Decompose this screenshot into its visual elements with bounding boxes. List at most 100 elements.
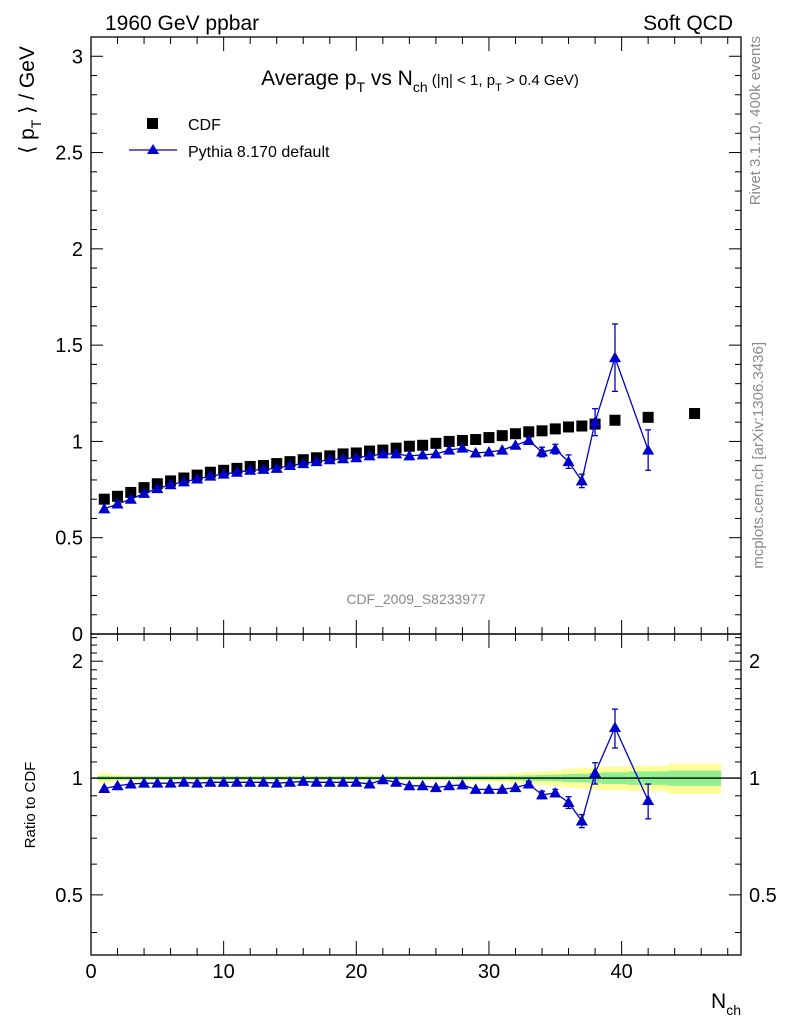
pythia-point: [429, 447, 442, 459]
cdf-point: [443, 435, 455, 447]
pythia-point: [191, 472, 204, 484]
ratio-pythia-point: [337, 776, 350, 787]
cdf-point: [125, 486, 137, 498]
pythia-point: [204, 470, 217, 481]
ratio-pythia-point: [376, 773, 389, 785]
ratio-y-tick-label: 0.5: [55, 885, 83, 907]
cdf-point: [483, 432, 495, 444]
pythia-point: [244, 464, 257, 475]
main-y-tick-label: 3: [72, 46, 83, 68]
ratio-pythia-point: [443, 779, 456, 791]
ratio-y-tick-label-right: 2: [749, 651, 760, 673]
energy-label: 1960 GeV ppbar: [105, 12, 259, 35]
cdf-point: [112, 490, 124, 502]
x-tick-label: 20: [345, 961, 367, 983]
pythia-point: [416, 448, 429, 460]
ratio-pythia-point: [124, 778, 137, 789]
cdf-point: [549, 423, 561, 435]
pythia-point: [482, 446, 495, 457]
ratio-panel-frame: [90, 633, 742, 956]
legend-cdf-marker: [147, 118, 158, 129]
pythia-point: [111, 498, 124, 509]
cdf-point: [689, 407, 701, 419]
mcplots-info: mcplots.cern.ch [arXiv:1306.3436]: [750, 342, 767, 569]
cdf-point: [523, 426, 535, 438]
ratio-y-tick-label-right: 1: [749, 768, 760, 790]
cdf-point: [417, 439, 429, 451]
main-y-tick-label: 1.5: [55, 335, 83, 357]
ratio-pythia-point: [496, 783, 509, 794]
cdf-point: [456, 434, 468, 446]
pythia-point: [217, 468, 230, 479]
pythia-point: [164, 478, 177, 490]
ratio-pythia-point: [403, 779, 416, 791]
pythia-line: [104, 355, 649, 510]
cdf-point: [563, 421, 575, 433]
pythia-point: [589, 416, 602, 427]
main-y-tick-label: 0: [72, 624, 83, 646]
main-y-tick-label: 2: [72, 239, 83, 261]
x-axis-label: Nch: [711, 990, 741, 1018]
pythia-point: [443, 444, 456, 455]
main-y-tick-label: 2.5: [55, 143, 83, 165]
pythia-point: [151, 482, 164, 494]
ratio-pythia-point: [549, 787, 562, 798]
pythia-point: [390, 447, 403, 459]
ratio-pythia-point: [98, 782, 111, 793]
ratio-pythia-point: [164, 777, 177, 788]
pythia-point: [138, 487, 151, 498]
pythia-point: [536, 446, 549, 457]
main-panel-data: [98, 323, 701, 514]
ratio-pythia-point: [536, 788, 549, 800]
ratio-y-tick-label: 2: [72, 651, 83, 673]
ratio-pythia-point: [429, 781, 442, 793]
ratio-pythia-point: [522, 778, 535, 789]
pythia-point: [98, 502, 111, 514]
ratio-pythia-point: [482, 783, 495, 794]
ratio-pythia-point: [151, 777, 164, 788]
pythia-point: [337, 452, 350, 464]
pythia-point: [230, 466, 243, 477]
pythia-point: [403, 449, 416, 461]
ratio-pythia-point: [191, 777, 204, 788]
ratio-pythia-point: [217, 776, 230, 787]
x-tick-label: 40: [610, 961, 632, 983]
ratio-pythia-line: [104, 725, 649, 823]
legend-pythia-marker: [147, 144, 159, 154]
pythia-point: [270, 462, 283, 473]
cdf-point: [536, 425, 548, 437]
ratio-pythia-point: [350, 776, 363, 787]
rivet-info: Rivet 3.1.10, 400k events: [747, 36, 764, 205]
pythia-point: [549, 443, 562, 454]
ratio-pythia-point: [363, 778, 376, 789]
pythia-point: [496, 444, 509, 455]
pythia-point: [257, 463, 270, 474]
ratio-pythia-point: [608, 721, 621, 732]
x-tick-label: 10: [213, 961, 235, 983]
ratio-pythia-point: [390, 776, 403, 787]
pythia-point: [323, 453, 336, 465]
ratio-panel-data: [98, 708, 655, 829]
cdf-point: [642, 411, 654, 423]
ratio-pythia-point: [111, 779, 124, 791]
ratio-y-tick-label: 1: [72, 768, 83, 790]
pythia-point: [456, 442, 469, 453]
ratio-y-tick-labels: 0.5 0.5 1 1 2 2: [55, 651, 777, 907]
ratio-pythia-point: [416, 779, 429, 791]
pythia-point: [177, 475, 190, 487]
cdf-point: [609, 414, 621, 426]
ratio-pythia-point: [177, 776, 190, 787]
pythia-point: [562, 455, 575, 467]
ratio-pythia-point: [323, 776, 336, 787]
main-y-axis-label: ⟨ pT ⟩ / GeV: [16, 46, 44, 154]
pythia-point: [350, 451, 363, 463]
ratio-pythia-point: [589, 767, 602, 778]
pythia-point: [522, 434, 535, 445]
pythia-point: [297, 457, 310, 469]
x-tick-label: 30: [478, 961, 500, 983]
pythia-point: [283, 459, 296, 470]
ratio-pythia-point: [575, 814, 588, 826]
pythia-point: [376, 447, 389, 459]
ratio-pythia-point: [138, 777, 151, 788]
